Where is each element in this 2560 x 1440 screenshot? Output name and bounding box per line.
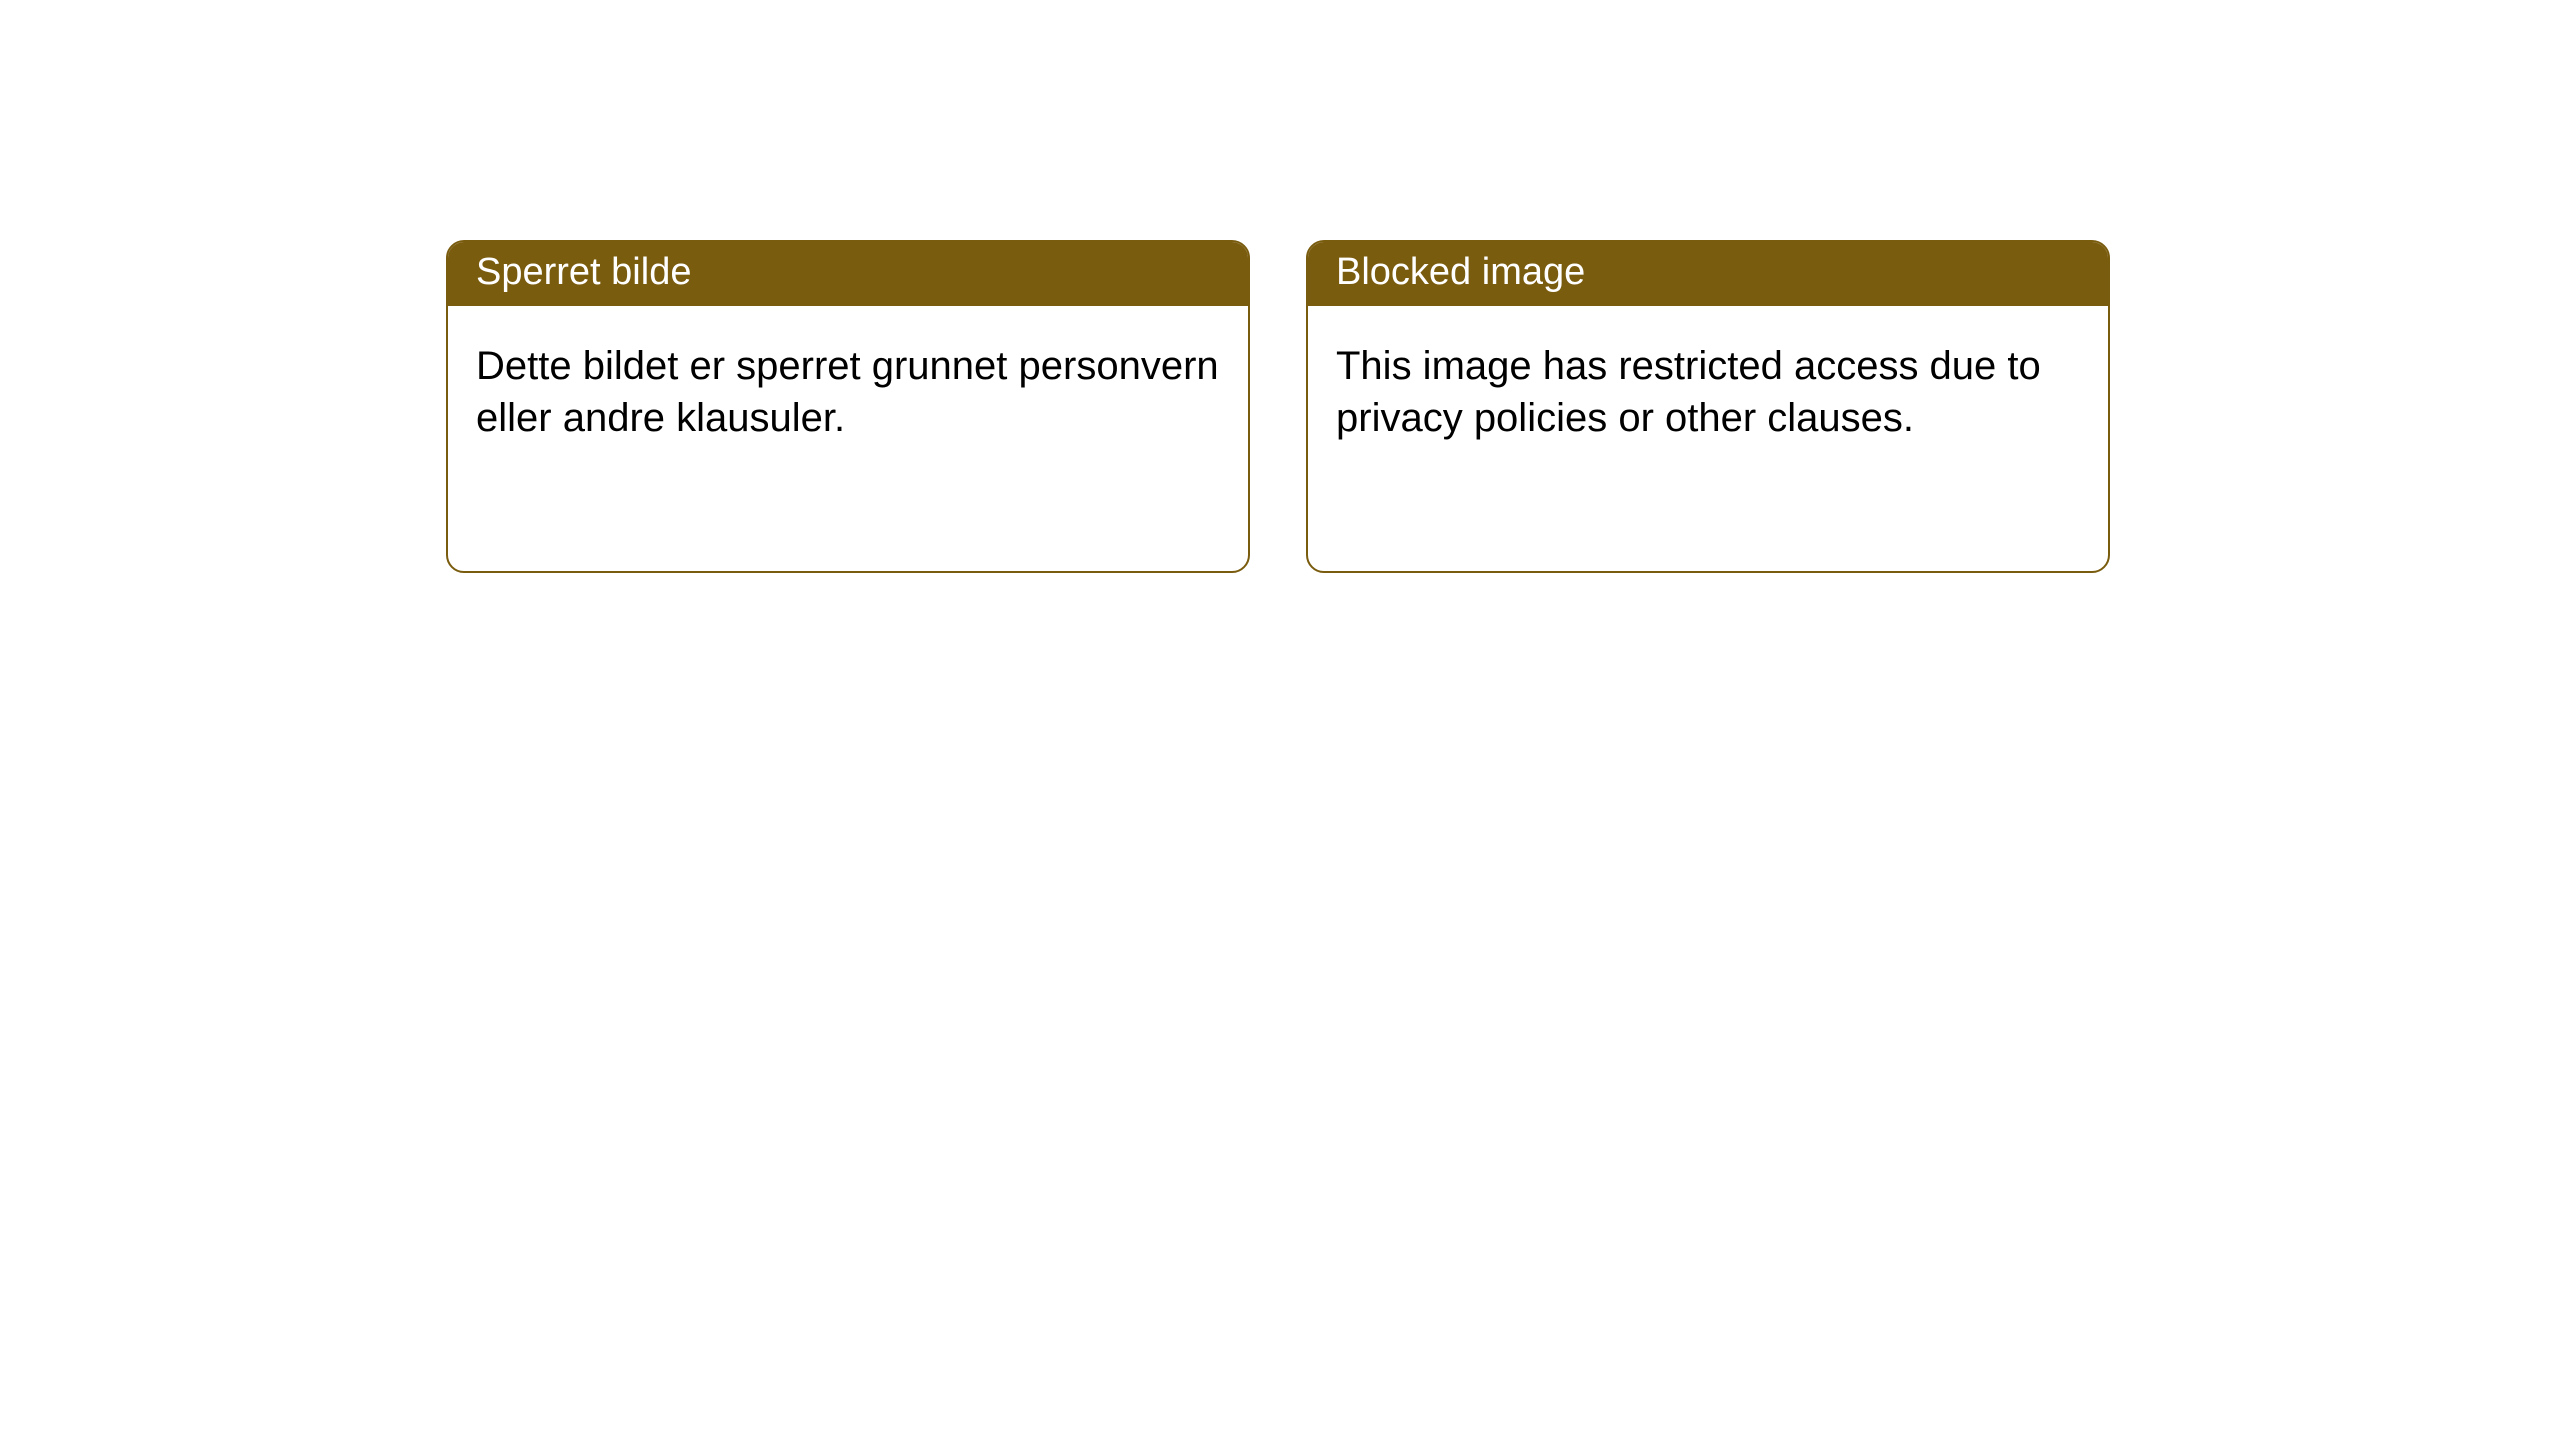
blocked-image-card-en: Blocked image This image has restricted … — [1306, 240, 2110, 573]
card-header: Blocked image — [1308, 242, 2108, 306]
blocked-image-card-no: Sperret bilde Dette bildet er sperret gr… — [446, 240, 1250, 573]
card-body: Dette bildet er sperret grunnet personve… — [448, 306, 1248, 478]
cards-container: Sperret bilde Dette bildet er sperret gr… — [0, 0, 2560, 573]
card-body: This image has restricted access due to … — [1308, 306, 2108, 478]
card-header: Sperret bilde — [448, 242, 1248, 306]
